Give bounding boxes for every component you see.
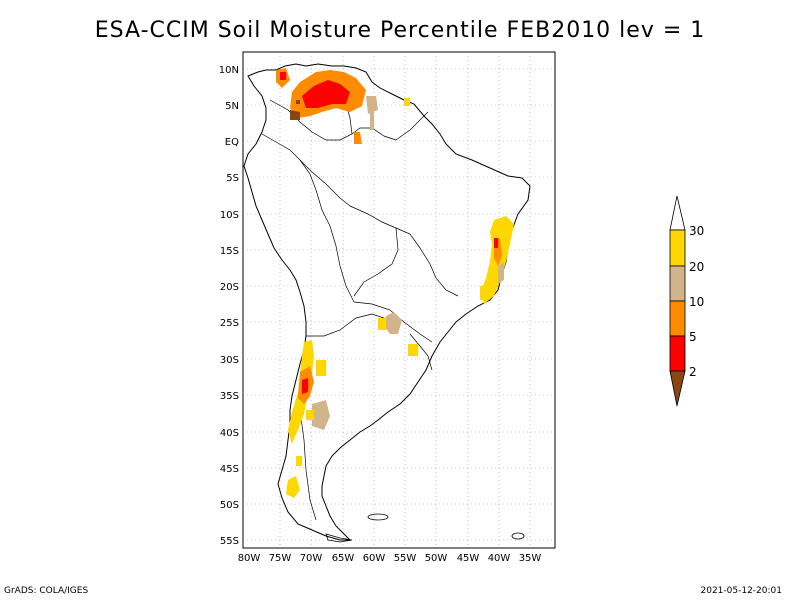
lat-tick-labels: 10N 5N EQ 5S 10S 15S 20S 25S 30S 35S 40S…	[219, 65, 239, 547]
lon-tick-label: 50W	[425, 553, 448, 564]
lon-tick-label: 55W	[394, 553, 417, 564]
lat-tick-label: 55S	[220, 536, 239, 547]
lat-tick-label: 20S	[220, 282, 239, 293]
colorbar-segment-gt30	[669, 195, 686, 231]
lon-tick-label: 65W	[332, 553, 355, 564]
lat-tick-label: EQ	[225, 137, 239, 148]
plot-frame	[242, 51, 556, 549]
footer-credit: GrADS: COLA/IGES	[4, 586, 89, 596]
lat-tick-label: 15S	[220, 246, 239, 257]
lon-tick-label: 70W	[300, 553, 323, 564]
colorbar-segment-10-20	[669, 265, 686, 302]
lon-tick-label: 60W	[363, 553, 386, 564]
colorbar-label: 5	[689, 330, 697, 344]
colorbar-label: 20	[689, 260, 704, 274]
lat-tick-label: 5S	[226, 173, 239, 184]
lon-tick-label: 35W	[519, 553, 542, 564]
colorbar	[669, 195, 686, 407]
lat-tick-label: 35S	[220, 391, 239, 402]
colorbar-segment-20-30	[669, 229, 686, 267]
lon-tick-label: 80W	[238, 553, 261, 564]
lat-tick-label: 10N	[219, 65, 239, 76]
lat-tick-label: 25S	[220, 318, 239, 329]
lat-tick-label: 40S	[220, 428, 239, 439]
lon-tick-label: 40W	[488, 553, 511, 564]
percentile-patches	[276, 68, 514, 498]
south-america-coastline	[243, 63, 531, 541]
lon-tick-labels: 80W 75W 70W 65W 60W 55W 50W 45W 40W 35W	[238, 553, 542, 564]
lon-tick-label: 45W	[457, 553, 480, 564]
map-title: ESA-CCIM Soil Moisture Percentile FEB201…	[94, 18, 706, 43]
colorbar-segment-lt2	[669, 370, 686, 407]
footer-timestamp: 2021-05-12-20:01	[700, 586, 783, 596]
lat-tick-label: 10S	[220, 210, 239, 221]
lat-tick-label: 30S	[220, 355, 239, 366]
lat-tick-label: 50S	[220, 500, 239, 511]
islands	[325, 513, 525, 543]
colorbar-label: 10	[689, 295, 704, 309]
colorbar-label: 2	[689, 365, 697, 379]
lat-tick-label: 5N	[225, 101, 239, 112]
colorbar-labels: 30 20 10 5 2	[689, 224, 704, 379]
lat-tick-label: 45S	[220, 464, 239, 475]
colorbar-label: 30	[689, 224, 704, 238]
colorbar-segment-5-10	[669, 300, 686, 337]
lon-tick-label: 75W	[269, 553, 292, 564]
colorbar-segment-2-5	[669, 335, 686, 372]
